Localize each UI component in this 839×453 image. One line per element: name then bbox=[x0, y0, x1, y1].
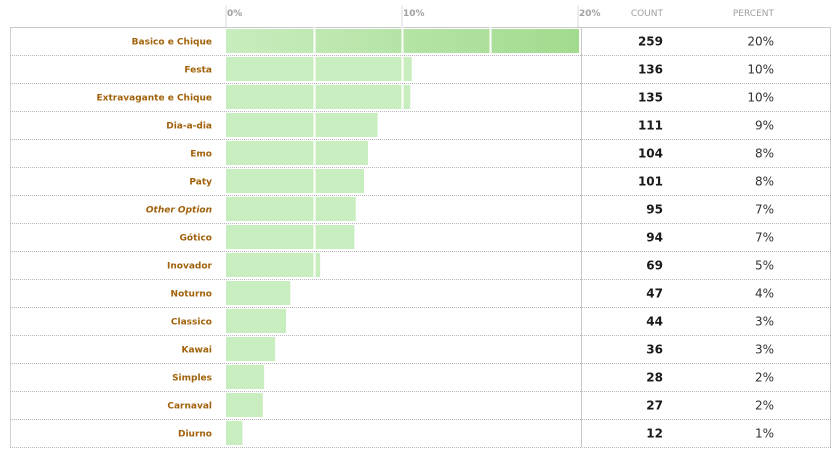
count-value: 47 bbox=[646, 287, 663, 301]
count-value: 95 bbox=[646, 203, 663, 217]
category-label: Diurno bbox=[178, 430, 212, 440]
count-value: 28 bbox=[646, 371, 663, 385]
bar-classico bbox=[226, 309, 287, 333]
count-value: 27 bbox=[646, 399, 663, 413]
count-value: 259 bbox=[638, 35, 663, 49]
count-value: 94 bbox=[646, 231, 663, 245]
category-label: Festa bbox=[184, 66, 212, 76]
bar-paty bbox=[226, 169, 364, 193]
chart-row-dividers bbox=[10, 27, 831, 448]
percent-value: 2% bbox=[755, 371, 774, 385]
x-tick-label: 10% bbox=[403, 9, 425, 19]
percent-value: 4% bbox=[755, 287, 774, 301]
percent-value: 10% bbox=[747, 63, 774, 77]
category-label: Other Option bbox=[146, 206, 212, 216]
count-value: 69 bbox=[646, 259, 663, 273]
percent-value: 3% bbox=[755, 315, 774, 329]
bar-inovador bbox=[226, 253, 321, 277]
bar-emo bbox=[226, 141, 369, 165]
count-value: 136 bbox=[638, 63, 663, 77]
bar-carnaval bbox=[226, 393, 263, 417]
percent-value: 1% bbox=[755, 427, 774, 441]
percent-value: 8% bbox=[755, 175, 774, 189]
bar-other-option bbox=[226, 197, 356, 221]
category-label: Basico e Chique bbox=[132, 38, 212, 48]
bar-noturno bbox=[226, 281, 291, 305]
chart-gridlines bbox=[225, 6, 579, 27]
bar-dia-a-dia bbox=[226, 113, 378, 137]
category-label: Classico bbox=[171, 318, 212, 328]
category-label: Extravagante e Chique bbox=[97, 94, 212, 104]
percent-value: 8% bbox=[755, 147, 774, 161]
chart-background bbox=[10, 27, 831, 447]
bar-extravagante-e-chique bbox=[226, 85, 411, 109]
chart-bars bbox=[226, 29, 579, 445]
count-column-header: COUNT bbox=[631, 9, 664, 19]
bar-simples bbox=[226, 365, 265, 389]
percent-value: 20% bbox=[747, 35, 774, 49]
bar-g-tico bbox=[226, 225, 355, 249]
count-value: 36 bbox=[646, 343, 663, 357]
count-value: 101 bbox=[638, 175, 663, 189]
chart-labels: 0% 10% 20% COUNT PERCENT Basico e Chique 259 20… bbox=[97, 9, 775, 441]
category-label: Noturno bbox=[171, 290, 212, 300]
category-label: Kawai bbox=[181, 346, 212, 356]
bar-kawai bbox=[226, 337, 276, 361]
percent-column-header: PERCENT bbox=[733, 9, 775, 19]
percent-value: 2% bbox=[755, 399, 774, 413]
category-label: Dia-a-dia bbox=[166, 122, 212, 132]
percent-value: 7% bbox=[755, 203, 774, 217]
category-label: Paty bbox=[189, 178, 212, 188]
percent-value: 9% bbox=[755, 119, 774, 133]
category-label: Simples bbox=[172, 374, 212, 384]
bar-diurno bbox=[226, 421, 243, 445]
category-label: Emo bbox=[190, 150, 212, 160]
category-label: Inovador bbox=[167, 262, 213, 272]
count-value: 104 bbox=[638, 147, 663, 161]
category-label: Carnaval bbox=[167, 402, 212, 412]
x-tick-label: 0% bbox=[227, 9, 242, 19]
category-label: Gótico bbox=[180, 233, 212, 244]
count-value: 44 bbox=[646, 315, 663, 329]
percent-value: 10% bbox=[747, 91, 774, 105]
bar-festa bbox=[226, 57, 412, 81]
percent-value: 5% bbox=[755, 259, 774, 273]
count-value: 111 bbox=[638, 119, 663, 133]
percent-value: 7% bbox=[755, 231, 774, 245]
percent-value: 3% bbox=[755, 343, 774, 357]
count-value: 12 bbox=[646, 427, 663, 441]
count-value: 135 bbox=[638, 91, 663, 105]
x-tick-label: 20% bbox=[579, 9, 601, 19]
